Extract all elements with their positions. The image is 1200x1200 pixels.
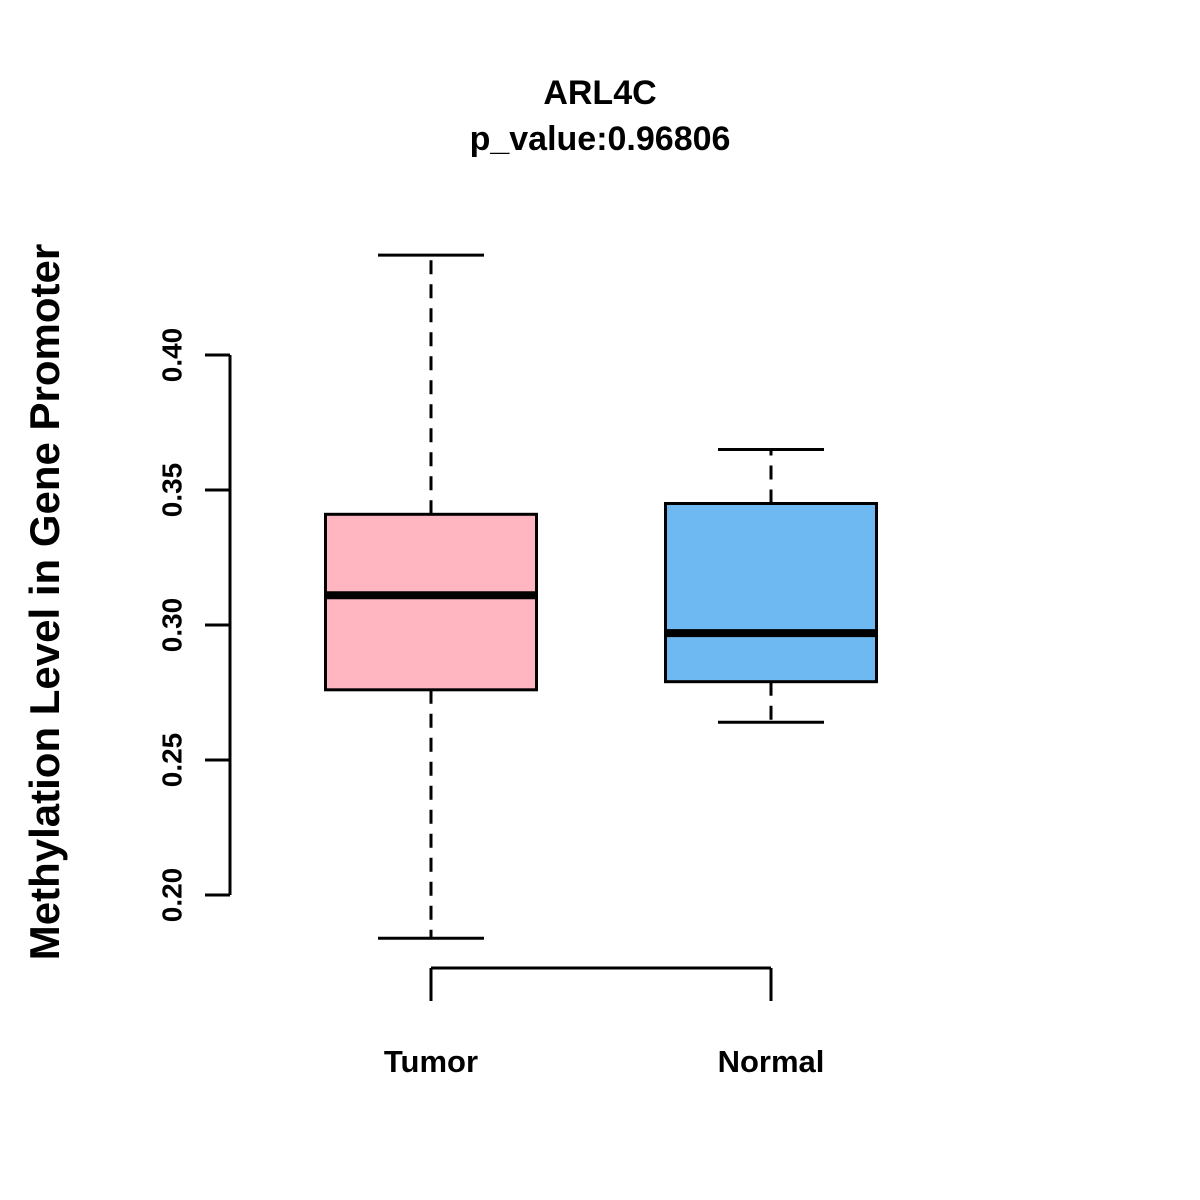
y-tick-label: 0.20 [157,868,188,923]
y-tick-label: 0.25 [157,733,188,788]
x-category-label-normal: Normal [718,1044,825,1079]
chart-title: ARL4C [543,74,657,112]
x-category-label-tumor: Tumor [384,1044,478,1079]
box-tumor [324,512,538,692]
box-normal [664,502,878,684]
y-tick-label: 0.35 [157,463,188,518]
chart-subtitle: p_value:0.96806 [469,120,731,158]
y-tick-label: 0.30 [157,598,188,653]
y-axis-label: Methylation Level in Gene Promoter [21,243,68,961]
y-tick-label: 0.40 [157,328,188,383]
